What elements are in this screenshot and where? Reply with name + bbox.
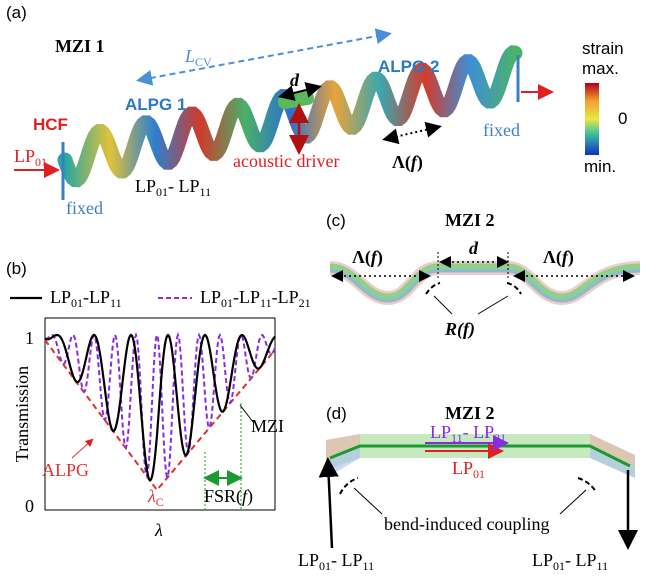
panel-label: (d) (326, 404, 347, 423)
period-label: Λ(f) (543, 247, 574, 268)
modes-label: LP01- LP11 (135, 176, 211, 199)
panel-label: (c) (326, 211, 346, 230)
panel-b: (b) LP01-LP11 LP01-LP11-LP21 Transmissio… (6, 259, 311, 540)
colorbar-min: min. (584, 157, 616, 176)
radius-pointer (433, 295, 453, 315)
x-axis-label: λ (154, 520, 163, 540)
panel-c: (c) MZI 2 Λ(f) d Λ(f) R(f) (326, 210, 641, 340)
lcv-arrow (136, 28, 392, 86)
three-mode-curve (44, 331, 276, 480)
bend-arcs (425, 282, 522, 295)
colorbar-zero: 0 (618, 109, 627, 128)
y-tick-label: 0 (25, 496, 34, 516)
panel-label: (a) (6, 3, 27, 22)
fixed-left: fixed (66, 198, 103, 218)
colorbar-max: max. (582, 59, 619, 78)
period-label: Λ(f) (352, 247, 383, 268)
waveguide-bend (326, 434, 635, 466)
d-arrow (278, 82, 322, 101)
core-path (329, 444, 631, 468)
fsr-label: FSR(f) (204, 486, 253, 507)
driver-label: acoustic driver (233, 151, 339, 171)
alpg2-label: ALPG 2 (378, 57, 439, 76)
hcf-label: HCF (33, 115, 68, 134)
lcv-label: LCV (184, 46, 212, 69)
lower-mode: LP01 (452, 458, 485, 481)
waveguide-bend (326, 446, 635, 478)
input-mode: LP01 (14, 146, 47, 169)
lambda-c-label: λC (147, 486, 164, 509)
two-mode-curve (44, 333, 276, 482)
alpg1-label: ALPG 1 (125, 95, 186, 114)
colorbar-title: strain (582, 39, 624, 58)
panel-a: (a) MZI 1 LCV ALPG 2 HCF ALPG 1 d LP01 f… (6, 3, 627, 218)
panel-title: MZI 2 (445, 210, 495, 230)
coupling-label: bend-induced coupling (384, 514, 549, 534)
panel-label: (b) (6, 259, 27, 278)
coupling-pointer (353, 487, 383, 515)
colorbar (585, 83, 599, 155)
input-arrow (318, 457, 339, 549)
upper-modes: LP11- LP21 (430, 422, 506, 445)
alpg-label: ALPG (42, 460, 89, 480)
waveguide-edge (329, 269, 641, 303)
input-modes: LP01- LP11 (298, 550, 374, 573)
radius-pointer (477, 295, 509, 315)
period-arrow (382, 121, 442, 145)
coupling-pointer (559, 489, 587, 515)
d-label: d (469, 238, 479, 258)
mzi-pointer (239, 404, 254, 423)
period-label: Λ(f) (392, 152, 423, 173)
panel-d: (d) MZI 2 LP11- LP21 LP01 bend-induced c… (298, 403, 638, 573)
radius-label: R(f) (444, 319, 475, 340)
legend-label: LP01-LP11 (50, 287, 122, 310)
d-label: d (290, 70, 300, 90)
panel-title: MZI 2 (445, 403, 495, 423)
fixed-right: fixed (483, 120, 520, 140)
panel-title: MZI 1 (55, 36, 105, 56)
alpg-pointer (71, 438, 94, 459)
coupling-arcs (339, 477, 597, 495)
y-tick-label: 1 (25, 328, 34, 348)
legend-label: LP01-LP11-LP21 (200, 287, 311, 310)
output-modes: LP01- LP11 (532, 550, 608, 573)
plot-frame (44, 317, 276, 511)
mzi-label: MZI (251, 416, 284, 436)
y-axis-label: Transmission (12, 366, 32, 462)
